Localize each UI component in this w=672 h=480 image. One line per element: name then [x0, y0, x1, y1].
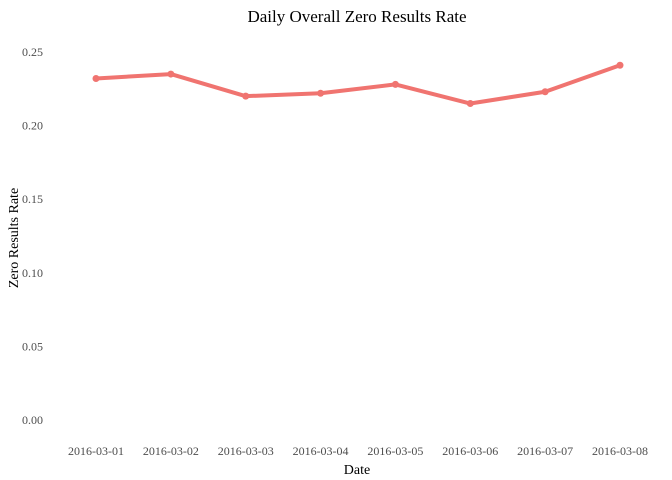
data-point [167, 70, 175, 78]
y-tick-label: 0.20 [22, 119, 43, 133]
data-point [466, 100, 474, 108]
data-point [317, 89, 325, 97]
x-tick-label: 2016-03-03 [218, 444, 274, 458]
data-point [391, 80, 399, 88]
chart-title: Daily Overall Zero Results Rate [247, 7, 466, 26]
y-tick-label: 0.10 [22, 266, 43, 280]
data-point [541, 88, 549, 96]
x-tick-label: 2016-03-07 [517, 444, 573, 458]
x-tick-label: 2016-03-06 [442, 444, 498, 458]
x-axis-title: Date [344, 463, 370, 478]
y-axis-ticks: 0.00 0.05 0.10 0.15 0.20 0.25 [22, 45, 43, 427]
y-tick-label: 0.25 [22, 45, 43, 59]
y-tick-label: 0.15 [22, 192, 43, 206]
data-point [616, 61, 624, 69]
x-tick-label: 2016-03-02 [143, 444, 199, 458]
x-tick-label: 2016-03-01 [68, 444, 124, 458]
y-axis-title: Zero Results Rate [7, 188, 22, 288]
series-line [94, 63, 622, 106]
y-tick-label: 0.00 [22, 413, 43, 427]
x-tick-label: 2016-03-04 [293, 444, 349, 458]
data-point [242, 92, 250, 100]
x-axis-ticks: 2016-03-01 2016-03-02 2016-03-03 2016-03-04… [68, 444, 648, 458]
x-tick-label: 2016-03-08 [592, 444, 648, 458]
series-layer [92, 61, 624, 108]
x-tick-label: 2016-03-05 [367, 444, 423, 458]
y-tick-label: 0.05 [22, 339, 43, 353]
data-point [92, 74, 100, 82]
